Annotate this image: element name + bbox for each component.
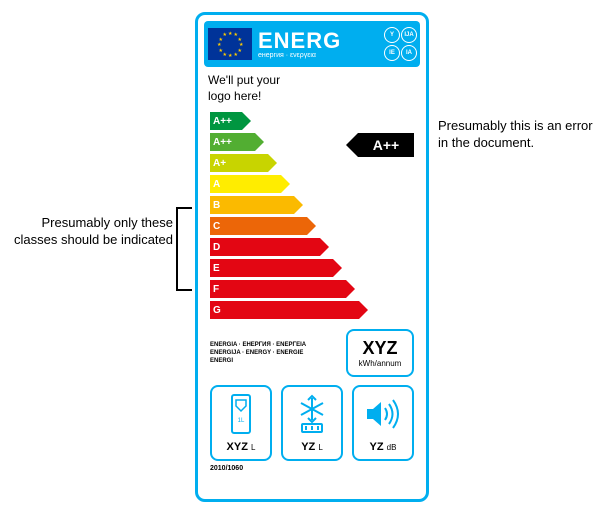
class-label: C (210, 217, 232, 235)
eu-flag: ★★★★★★★★★★★★ (208, 28, 252, 60)
class-arrow (232, 196, 294, 214)
language-grid: YIJAIEIA (384, 27, 416, 61)
class-row: G (210, 301, 426, 319)
class-label: A+++ (210, 112, 232, 130)
lang-circle: IA (401, 45, 417, 61)
class-label: E (210, 259, 232, 277)
class-label: F (210, 280, 232, 298)
bracket-icon (176, 207, 192, 291)
class-row: C (210, 217, 426, 235)
svg-text:1L: 1L (238, 418, 245, 424)
class-arrow (232, 217, 307, 235)
class-row: A (210, 175, 426, 193)
lang-circle: Y (384, 27, 400, 43)
class-label: A+ (210, 154, 232, 172)
class-arrow (232, 301, 359, 319)
consumption-box: XYZ kWh/annum (346, 329, 414, 377)
class-row: F (210, 280, 426, 298)
class-label: A++ (210, 133, 232, 151)
header-title: ENERG (258, 30, 384, 52)
class-label: B (210, 196, 232, 214)
spec-box-fridge: 1L XYZ L (210, 385, 272, 461)
lang-circle: IJA (401, 27, 417, 43)
lang-circle: IE (384, 45, 400, 61)
spec-icons-row: 1L XYZ L YZ L YZ dB (210, 385, 414, 461)
class-label: D (210, 238, 232, 256)
class-row: A+++ (210, 112, 426, 130)
header-subtitle: енергия · ενεργεια (258, 52, 384, 59)
class-row: D (210, 238, 426, 256)
spec-label: YZ dB (370, 441, 397, 453)
class-row: B (210, 196, 426, 214)
class-arrow (232, 280, 346, 298)
spec-box-noise: YZ dB (352, 385, 414, 461)
logo-line-1: We'll put your (208, 73, 416, 89)
noise-icon (363, 393, 403, 435)
class-arrow (232, 112, 242, 130)
kwh-value: XYZ (348, 338, 412, 359)
annotation-left: Presumably only these classes should be … (8, 215, 173, 249)
energia-multilang: ENERGIA · ЕНЕРГИЯ · ΕΝΕΡΓΕΙΑ ENERGIJA · … (210, 341, 306, 366)
kwh-unit: kWh/annum (348, 359, 412, 368)
logo-line-2: logo here! (208, 89, 416, 105)
annotation-right: Presumably this is an error in the docum… (438, 118, 598, 152)
freezer-icon (292, 393, 332, 435)
class-arrow (232, 238, 320, 256)
class-arrow (232, 133, 255, 151)
logo-placeholder: We'll put your logo here! (208, 73, 416, 104)
regulation-number: 2010/1060 (210, 465, 414, 472)
spec-label: YZ L (301, 441, 323, 453)
class-arrow (232, 175, 281, 193)
energy-label: ★★★★★★★★★★★★ ENERG енергия · ενεργεια YI… (195, 12, 429, 502)
spec-label: XYZ L (227, 441, 256, 453)
class-arrow (232, 259, 333, 277)
spec-box-freezer: YZ L (281, 385, 343, 461)
label-header: ★★★★★★★★★★★★ ENERG енергия · ενεργεια YI… (204, 21, 420, 67)
class-row: E (210, 259, 426, 277)
fridge-icon: 1L (228, 393, 254, 435)
class-arrow (232, 154, 268, 172)
class-label: A (210, 175, 232, 193)
product-rating-arrow: A++ (358, 133, 414, 157)
class-label: G (210, 301, 232, 319)
